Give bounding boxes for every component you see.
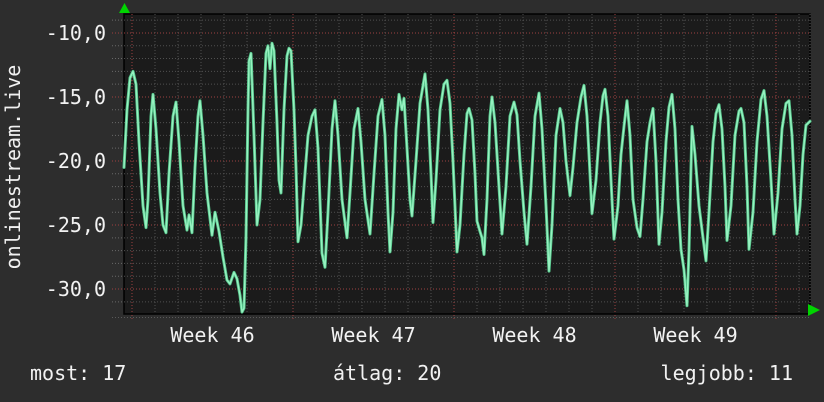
- x-tick-labels: Week 46 Week 47 Week 48 Week 49: [170, 323, 737, 347]
- y-axis-arrow-icon: [119, 3, 130, 13]
- stat-atlag: átlag: 20: [333, 361, 442, 385]
- axis-ticks: [112, 19, 810, 320]
- y-tick-label: -15,0: [46, 85, 106, 109]
- x-tick-label: Week 46: [170, 323, 254, 347]
- summary-stats-row: most: 17 átlag: 20 legjobb: 11: [0, 361, 824, 391]
- x-tick-label: Week 49: [653, 323, 737, 347]
- series-line: [122, 41, 812, 314]
- x-tick-label: Week 48: [492, 323, 576, 347]
- y-tick-labels: -10,0 -15,0 -20,0 -25,0 -30,0: [46, 21, 106, 301]
- x-tick-label: Week 47: [331, 323, 415, 347]
- stat-most: most: 17: [30, 361, 127, 385]
- x-axis-arrow-icon: [808, 304, 820, 316]
- y-tick-label: -10,0: [46, 21, 106, 45]
- chart-canvas: -10,0 -15,0 -20,0 -25,0 -30,0 Week 46 We…: [46, 3, 820, 347]
- y-tick-label: -20,0: [46, 149, 106, 173]
- y-tick-label: -30,0: [46, 277, 106, 301]
- y-tick-label: -25,0: [46, 213, 106, 237]
- stat-legjobb: legjobb: 11: [660, 361, 793, 385]
